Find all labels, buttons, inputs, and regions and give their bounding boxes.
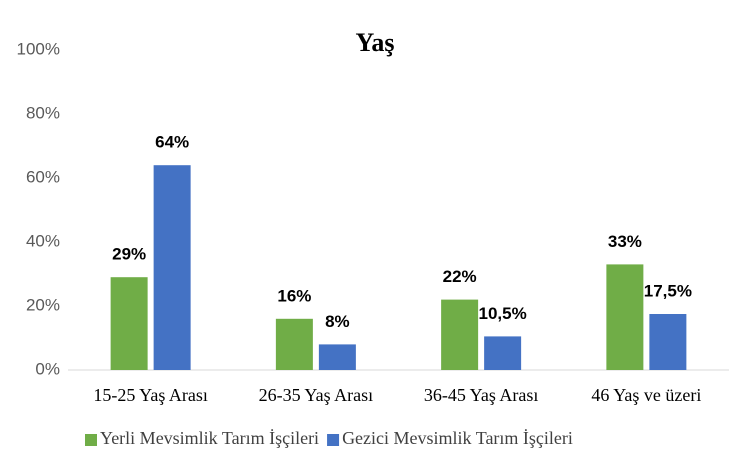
legend-label: Yerli Mevsimlik Tarım İşçileri bbox=[100, 428, 319, 448]
y-tick-label: 80% bbox=[26, 103, 60, 122]
value-label: 8% bbox=[325, 312, 350, 331]
value-label: 33% bbox=[608, 232, 642, 251]
y-tick-label: 40% bbox=[26, 231, 60, 250]
legend-swatch bbox=[85, 434, 97, 446]
x-tick-label: 26-35 Yaş Arası bbox=[259, 385, 374, 405]
value-label: 17,5% bbox=[644, 281, 692, 300]
value-label: 22% bbox=[443, 267, 477, 286]
y-tick-label: 60% bbox=[26, 167, 60, 186]
bar bbox=[606, 264, 644, 370]
legend-label: Gezici Mevsimlik Tarım İşçileri bbox=[342, 428, 573, 448]
x-tick-label: 46 Yaş ve üzeri bbox=[591, 385, 701, 405]
value-label: 64% bbox=[155, 133, 189, 152]
bar bbox=[110, 277, 148, 370]
value-label: 10,5% bbox=[479, 304, 527, 323]
bar bbox=[318, 344, 356, 370]
y-tick-label: 20% bbox=[26, 295, 60, 314]
value-label: 16% bbox=[277, 286, 311, 305]
y-tick-label: 100% bbox=[17, 39, 60, 58]
y-tick-label: 0% bbox=[35, 359, 60, 378]
bar bbox=[153, 165, 191, 370]
bar bbox=[275, 318, 313, 370]
legend-swatch bbox=[327, 434, 340, 446]
bar bbox=[441, 299, 479, 370]
x-tick-label: 36-45 Yaş Arası bbox=[424, 385, 539, 405]
value-label: 29% bbox=[112, 245, 146, 264]
bar bbox=[484, 336, 522, 370]
bar bbox=[649, 314, 687, 370]
chart-title: Yaş bbox=[355, 28, 394, 57]
x-tick-label: 15-25 Yaş Arası bbox=[93, 385, 208, 405]
